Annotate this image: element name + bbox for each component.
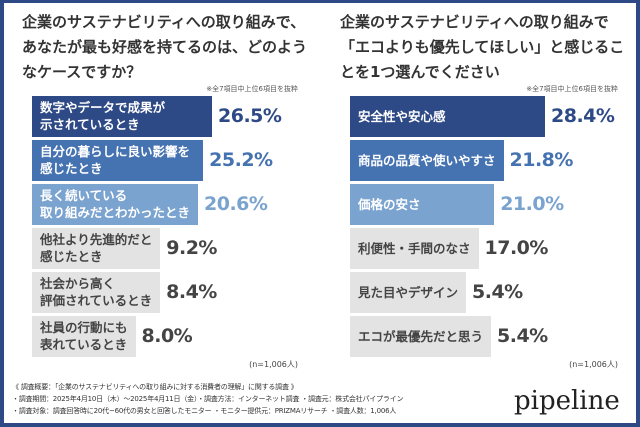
bar-row: 数字やデータで成果が 示されているとき 26.5% xyxy=(32,94,312,138)
sample-size: (n=1,006人) xyxy=(249,360,298,369)
bar-row: 利便性・手間のなさ 17.0% xyxy=(350,226,632,270)
value-label: 17.0% xyxy=(484,237,549,259)
bar-row: 社会から高く 評価されているとき 8.4% xyxy=(32,270,312,314)
value-label: 8.0% xyxy=(141,325,193,347)
bar-rows: 安全性や安心感 28.4% 商品の品質や使いやすさ 21.8% 価格の安さ 21.0% 利便… xyxy=(340,94,632,358)
chart-right: 企業のサステナビリティへの取り組みで「エコよりも優先してほしい」と感じることを1… xyxy=(340,10,632,370)
bar-row: 安全性や安心感 28.4% xyxy=(350,94,632,138)
chart-title: 企業のサステナビリティへの取り組みで、あなたが最も好感を持てるのは、どのようなケ… xyxy=(22,13,308,81)
bar: 商品の品質や使いやすさ xyxy=(350,139,504,181)
value-label: 28.4% xyxy=(551,105,615,127)
survey-footer: 《 調査概要：「企業のサステナビリティへの取り組みに対する消費者の理解」に関する… xyxy=(12,381,502,417)
bar: 価格の安さ xyxy=(350,183,495,225)
bar: 見た目やデザイン xyxy=(350,271,467,313)
value-label: 5.4% xyxy=(497,325,548,347)
bar-row: エコが最優先だと思う 5.4% xyxy=(350,314,632,358)
footer-line: 《 調査概要：「企業のサステナビリティへの取り組みに対する消費者の理解」に関する… xyxy=(12,383,298,391)
bar: 安全性や安心感 xyxy=(350,95,545,137)
bar: 社会から高く 評価されているとき xyxy=(32,271,161,313)
chart-title: 企業のサステナビリティへの取り組みで「エコよりも優先してほしい」と感じることを1… xyxy=(340,13,625,81)
bar-row: 社員の行動にも 表れているとき 8.0% xyxy=(32,314,312,358)
footer-line: ・調査対象：調査回答時に20代~60代の男女と回答したモニター ・モニター提供元… xyxy=(12,407,397,415)
bar-row: 長く続いている 取り組みだとわかったとき 20.6% xyxy=(32,182,312,226)
bar-row: 見た目やデザイン 5.4% xyxy=(350,270,632,314)
bar: 長く続いている 取り組みだとわかったとき xyxy=(32,183,199,225)
bar: 他社より先進的だと 感じたとき xyxy=(32,227,161,269)
sample-size: (n=1,006人) xyxy=(569,360,618,369)
pipeline-logo: pipeline xyxy=(514,386,620,416)
bar: 社員の行動にも 表れているとき xyxy=(32,315,136,357)
bar-rows: 数字やデータで成果が 示されているとき 26.5% 自分の暮らしに良い影響を 感じた… xyxy=(22,94,312,358)
bar: 利便性・手間のなさ xyxy=(350,227,479,269)
bar-row: 価格の安さ 21.0% xyxy=(350,182,632,226)
value-label: 26.5% xyxy=(218,105,282,127)
value-label: 20.6% xyxy=(204,193,268,215)
bar-row: 他社より先進的だと 感じたとき 9.2% xyxy=(32,226,312,270)
value-label: 9.2% xyxy=(166,237,217,259)
chart-note: ※全7項目中上位6項目を抜粋 xyxy=(526,85,618,93)
footer-line: ・調査期間：2025年4月10日（木）～2025年4月11日（金）・調査方法：イ… xyxy=(12,395,404,403)
bar: 自分の暮らしに良い影響を 感じたとき xyxy=(32,139,204,181)
chart-note: ※全7項目中上位6項目を抜粋 xyxy=(206,85,298,93)
bar: 数字やデータで成果が 示されているとき xyxy=(32,95,212,137)
value-label: 25.2% xyxy=(209,149,273,171)
bar-row: 自分の暮らしに良い影響を 感じたとき 25.2% xyxy=(32,138,312,182)
value-label: 5.4% xyxy=(472,281,523,303)
value-label: 21.0% xyxy=(500,193,564,215)
bar: エコが最優先だと思う xyxy=(350,315,492,357)
bar-row: 商品の品質や使いやすさ 21.8% xyxy=(350,138,632,182)
value-label: 8.4% xyxy=(166,281,217,303)
value-label: 21.8% xyxy=(509,149,574,171)
chart-left: 企業のサステナビリティへの取り組みで、あなたが最も好感を持てるのは、どのようなケ… xyxy=(22,10,312,370)
